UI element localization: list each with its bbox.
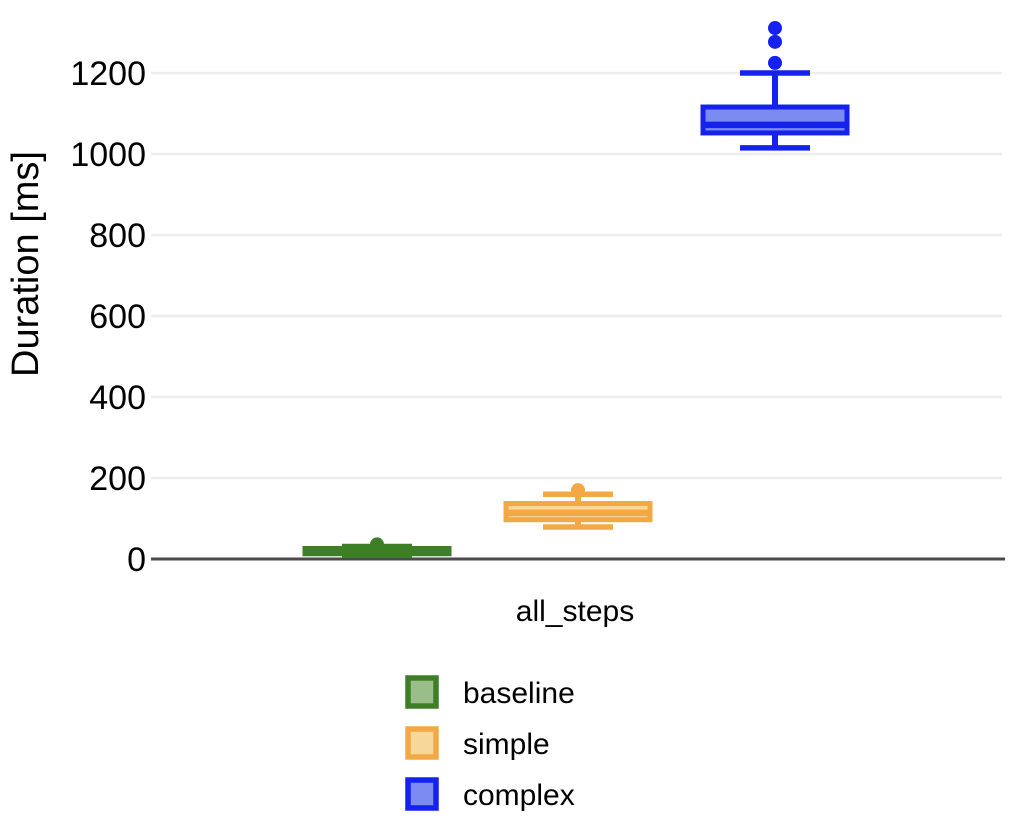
legend-swatch-baseline — [405, 675, 439, 709]
gridlines — [151, 71, 1002, 480]
y-tick-label: 1000 — [70, 136, 146, 174]
legend-swatch-complex — [405, 777, 439, 811]
boxplot-baseline — [302, 537, 452, 559]
y-tick-label: 600 — [89, 298, 146, 336]
legend-label: complex — [463, 779, 575, 812]
y-tick-label: 400 — [89, 379, 146, 417]
y-tick-label: 1200 — [70, 55, 146, 93]
legend-label: baseline — [463, 677, 575, 710]
y-tick-label: 200 — [89, 460, 146, 498]
y-axis-title: Duration [ms] — [5, 151, 47, 377]
legend-item-complex: complex — [405, 777, 575, 812]
legend: baseline simple complex — [405, 675, 575, 812]
y-tick-label: 800 — [89, 217, 146, 255]
iqr-box — [700, 104, 850, 136]
legend-label: simple — [463, 728, 550, 761]
y-tick-label: 0 — [127, 541, 146, 579]
legend-swatch-simple — [405, 726, 439, 760]
boxplot-simple — [503, 483, 653, 530]
x-category-label: all_steps — [516, 595, 634, 628]
boxplot-complex — [700, 21, 850, 151]
y-tick-labels: 0 200 400 600 800 1000 1200 — [70, 55, 146, 579]
outlier-dot — [768, 21, 782, 36]
outlier-dot — [768, 55, 782, 70]
box-plots — [302, 21, 850, 559]
legend-item-baseline: baseline — [405, 675, 575, 710]
outlier-dot — [571, 483, 585, 498]
outlier-dot — [370, 537, 384, 552]
legend-item-simple: simple — [405, 726, 550, 761]
outlier-dot — [768, 34, 782, 49]
